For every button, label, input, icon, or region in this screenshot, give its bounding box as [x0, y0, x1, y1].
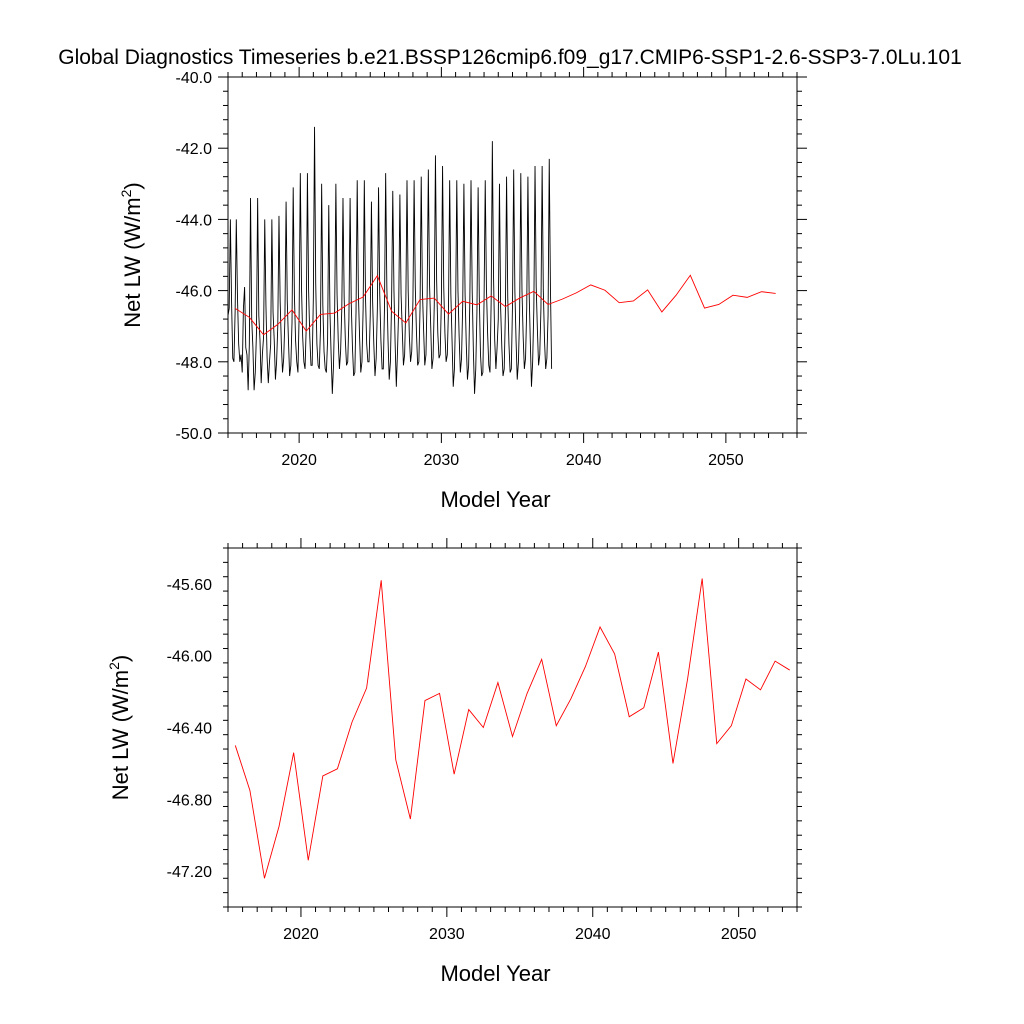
x-tick-label: 2050: [721, 926, 757, 943]
y-tick-label: -46.0: [176, 284, 213, 301]
annual-mean-series-line: [234, 578, 790, 879]
monthly-series-line: [227, 126, 553, 394]
y-axis-title-close: ): [108, 655, 133, 662]
y-axis-title-superscript: 2: [118, 189, 134, 197]
annual-mean-series-line: [234, 274, 776, 336]
x-tick-label: 2020: [281, 452, 317, 469]
x-tick-label: 2030: [424, 452, 460, 469]
y-tick-label: -40.0: [176, 70, 213, 87]
bottom-panel: 2020 2030 2040 2050 -47.20 -46.80 -46.40 -46.00…: [106, 538, 802, 986]
y-tick-label: -46.40: [167, 721, 212, 738]
top-panel: 2020 2030 2040 2050 -50.0 -48.0 -46.0 -44.0 -42.…: [118, 67, 807, 512]
x-tick-label: 2040: [566, 452, 602, 469]
y-axis-title: Net LW (W/m2): [118, 182, 145, 327]
y-tick-label: -42.0: [176, 141, 213, 158]
y-tick-label: -47.20: [167, 864, 212, 881]
y-tick-label: -44.0: [176, 212, 213, 229]
y-axis-title-close: ): [120, 182, 145, 189]
y-axis-title-main: Net LW (W/m: [120, 197, 145, 327]
y-tick-label: -46.00: [167, 649, 212, 666]
x-tick-label: 2040: [575, 926, 611, 943]
y-axis-title-superscript: 2: [106, 662, 122, 670]
x-tick-label: 2050: [708, 452, 744, 469]
x-axis-title: Model Year: [440, 487, 550, 512]
y-tick-label: -48.0: [176, 355, 213, 372]
plot-frame: [227, 547, 798, 908]
y-axis-title-main: Net LW (W/m: [108, 670, 133, 800]
y-tick-label: -50.0: [176, 426, 213, 443]
y-tick-label: -46.80: [167, 792, 212, 809]
y-axis-title: Net LW (W/m2): [106, 655, 133, 800]
x-tick-label: 2030: [429, 926, 465, 943]
x-tick-label: 2020: [283, 926, 319, 943]
chart-title: Global Diagnostics Timeseries b.e21.BSSP…: [58, 46, 962, 69]
x-axis-title: Model Year: [440, 961, 550, 986]
y-tick-label: -45.60: [167, 577, 212, 594]
